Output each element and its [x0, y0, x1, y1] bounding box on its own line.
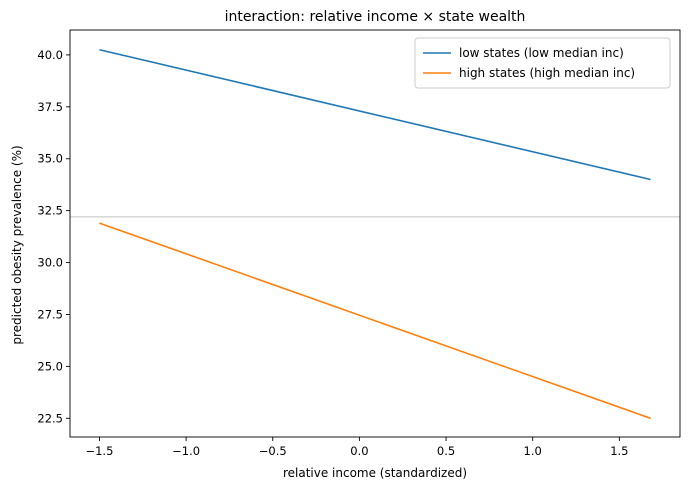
series-line-1: [99, 222, 651, 420]
y-tick-label: 35.0: [37, 152, 63, 166]
x-tick-label: −0.5: [259, 444, 287, 458]
y-tick-label: 22.5: [37, 411, 63, 425]
chart-title: interaction: relative income × state wea…: [225, 9, 526, 25]
x-tick-label: −1.5: [85, 444, 113, 458]
x-tick-label: 0.0: [350, 444, 368, 458]
x-tick-label: 1.0: [524, 444, 542, 458]
y-tick-label: 40.0: [37, 48, 63, 62]
y-tick-label: 25.0: [37, 359, 63, 373]
legend: low states (low median inc) high states (…: [414, 37, 671, 89]
plot-area: −1.5 −1.0 −0.5 0.0 0.5 1.0 1.5 22.5 25.0 27.5 30.0…: [37, 29, 681, 458]
y-tick-label: 32.5: [37, 204, 63, 218]
legend-label-1: high states (high median inc): [459, 66, 635, 80]
axes-frame: [69, 29, 681, 438]
legend-box: [414, 37, 671, 89]
y-tick-label: 27.5: [37, 307, 63, 321]
y-tick-label: 37.5: [37, 100, 63, 114]
x-tick-label: −1.0: [172, 444, 200, 458]
x-tick-label: 0.5: [437, 444, 455, 458]
y-axis-label: predicted obesity prevalence (%): [10, 145, 24, 344]
x-axis-label: relative income (standardized): [283, 466, 467, 480]
series-line-0: [99, 48, 651, 181]
legend-label-0: low states (low median inc): [459, 46, 624, 60]
x-tick-label: 1.5: [610, 444, 628, 458]
y-tick-label: 30.0: [37, 256, 63, 270]
